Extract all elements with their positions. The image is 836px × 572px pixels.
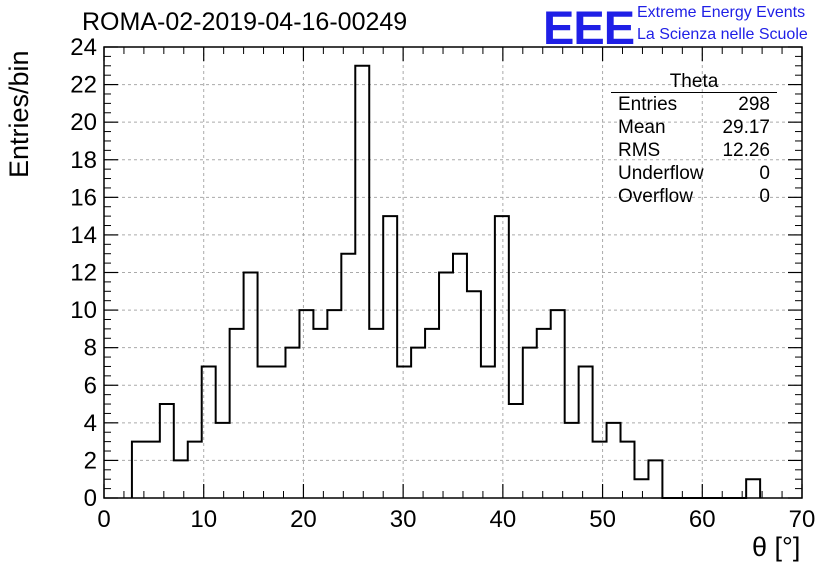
- y-tick-label: 2: [84, 447, 97, 474]
- y-tick-label: 24: [70, 34, 97, 61]
- histogram-bin: [355, 66, 369, 498]
- x-tick-label: 60: [689, 506, 716, 533]
- y-tick-label: 18: [70, 147, 97, 174]
- stats-value: 0: [759, 163, 770, 184]
- histogram-bin: [621, 442, 635, 498]
- stats-row: Underflow 0: [611, 162, 777, 185]
- axis-ticks: [103, 46, 803, 499]
- eee-logo: EEE: [543, 1, 635, 54]
- stats-row: Overflow 0: [611, 185, 777, 208]
- x-axis-label: θ [°]: [752, 532, 801, 562]
- stats-box: Theta Entries 298 Mean 29.17 RMS 12.26 Unde…: [611, 72, 777, 208]
- stats-value: 298: [738, 94, 770, 115]
- histogram-bin: [313, 329, 327, 498]
- histogram-bin: [648, 460, 662, 498]
- stats-row: RMS 12.26: [611, 139, 777, 162]
- y-tick-label: 16: [70, 184, 97, 211]
- logo-line-1: Extreme Energy Events: [637, 4, 806, 21]
- y-axis-label: Entries/bin: [4, 50, 34, 178]
- histogram-bin: [453, 254, 467, 498]
- x-tick-label: 50: [589, 506, 616, 533]
- y-tick-label: 10: [70, 297, 97, 324]
- histogram-bin: [551, 310, 565, 498]
- stats-label: Mean: [618, 117, 666, 138]
- y-tick-label: 12: [70, 260, 97, 287]
- stats-value: 29.17: [722, 117, 770, 138]
- histogram-bin: [258, 366, 272, 498]
- x-tick-label: 40: [490, 506, 517, 533]
- histogram-bars: [130, 64, 762, 499]
- stats-label: Underflow: [618, 163, 704, 184]
- y-tick-label: 0: [84, 485, 97, 512]
- histogram-bin: [425, 329, 439, 498]
- stats-value: 0: [759, 186, 770, 207]
- histogram-bin: [341, 254, 355, 498]
- histogram-bin: [593, 442, 607, 498]
- stats-value: 12.26: [722, 140, 770, 161]
- stats-label: Entries: [618, 94, 678, 115]
- histogram-bin: [132, 442, 146, 498]
- y-tick-label: 14: [70, 222, 97, 249]
- histogram-bin: [579, 366, 593, 498]
- x-tick-label: 0: [97, 506, 110, 533]
- histogram-bin: [481, 366, 495, 498]
- histogram-bin: [188, 442, 202, 498]
- histogram-bin: [495, 216, 509, 498]
- y-tick-label: 22: [70, 72, 97, 99]
- histogram-bin: [509, 404, 523, 498]
- grid-lines: [104, 47, 802, 498]
- y-tick-label: 4: [84, 410, 97, 437]
- histogram-bin: [327, 310, 341, 498]
- histogram-bin: [272, 366, 286, 498]
- logo-caption: Extreme Energy Events La Scienza nelle S…: [637, 2, 808, 46]
- stats-row: Entries 298: [611, 93, 777, 116]
- histogram-bin: [397, 366, 411, 498]
- histogram-bin: [146, 442, 160, 498]
- stats-label: Overflow: [618, 186, 693, 207]
- histogram-bin: [537, 329, 551, 498]
- y-tick-label: 20: [70, 109, 97, 136]
- stats-label: RMS: [618, 140, 661, 161]
- histogram-bin: [746, 479, 760, 498]
- x-tick-label: 10: [190, 506, 217, 533]
- histogram-bin: [230, 329, 244, 498]
- x-tick-label: 70: [789, 506, 816, 533]
- x-tick-label: 20: [290, 506, 317, 533]
- histogram-bin: [467, 291, 481, 498]
- y-tick-label: 8: [84, 335, 97, 362]
- y-tick-label: 6: [84, 372, 97, 399]
- stats-row: Mean 29.17: [611, 116, 777, 139]
- histogram-bin: [299, 310, 313, 498]
- logo-line-2: La Scienza nelle Scuole: [637, 26, 808, 43]
- histogram-bin: [383, 216, 397, 498]
- histogram-bin: [634, 479, 648, 498]
- histogram-bin: [174, 460, 188, 498]
- histogram-bin: [369, 329, 383, 498]
- histogram-bin: [216, 423, 230, 498]
- histogram-bin: [160, 404, 174, 498]
- x-tick-label: 30: [390, 506, 417, 533]
- chart-title: ROMA-02-2019-04-16-00249: [82, 8, 408, 36]
- stats-title: Theta: [611, 72, 777, 93]
- histogram-outline: [130, 64, 762, 499]
